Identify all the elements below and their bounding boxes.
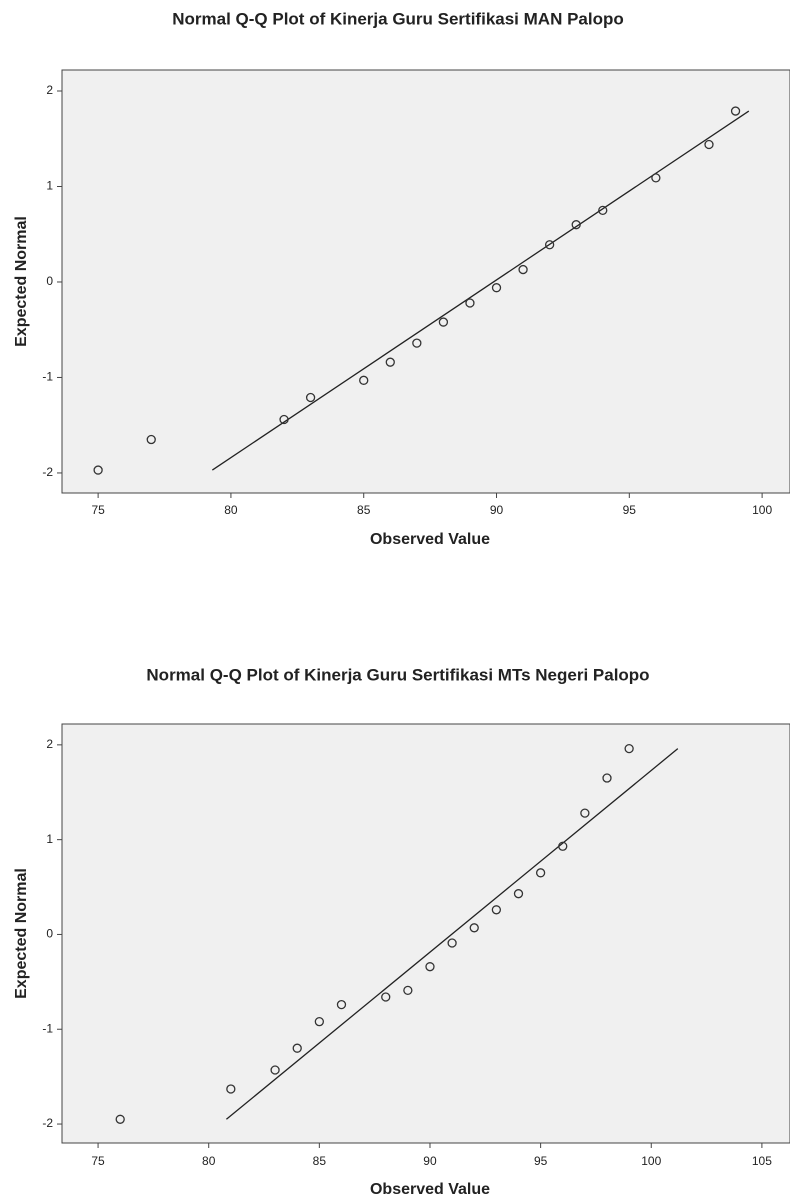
- x-tick-label: 80: [202, 1154, 216, 1168]
- plot-area: [62, 70, 790, 493]
- x-tick-label: 95: [534, 1154, 548, 1168]
- chart-title: Normal Q-Q Plot of Kinerja Guru Sertifik…: [172, 9, 624, 28]
- x-tick-label: 75: [91, 503, 105, 517]
- chart-title: Normal Q-Q Plot of Kinerja Guru Sertifik…: [146, 665, 649, 684]
- x-tick-label: 95: [623, 503, 637, 517]
- x-tick-label: 100: [641, 1154, 661, 1168]
- y-tick-label: 0: [46, 927, 53, 941]
- x-axis-label: Observed Value: [370, 1181, 490, 1198]
- x-tick-label: 90: [423, 1154, 437, 1168]
- x-tick-label: 100: [752, 503, 772, 517]
- y-tick-label: 1: [46, 832, 53, 846]
- x-tick-label: 80: [224, 503, 238, 517]
- y-tick-label: 2: [46, 83, 53, 97]
- x-tick-label: 75: [91, 1154, 105, 1168]
- y-tick-label: -1: [42, 370, 53, 384]
- y-tick-label: -2: [42, 1116, 53, 1130]
- x-tick-label: 85: [313, 1154, 327, 1168]
- x-tick-label: 105: [752, 1154, 772, 1168]
- y-tick-label: -1: [42, 1021, 53, 1035]
- y-axis-label: Expected Normal: [13, 868, 30, 999]
- plot-area: [62, 724, 790, 1143]
- page: Normal Q-Q Plot of Kinerja Guru Sertifik…: [0, 0, 790, 1201]
- y-tick-label: -2: [42, 465, 53, 479]
- x-axis-label: Observed Value: [370, 531, 490, 548]
- x-tick-label: 85: [357, 503, 371, 517]
- y-tick-label: 1: [46, 179, 53, 193]
- y-axis-label: Expected Normal: [13, 216, 30, 347]
- y-tick-label: 0: [46, 274, 53, 288]
- x-tick-label: 90: [490, 503, 504, 517]
- y-tick-label: 2: [46, 737, 53, 751]
